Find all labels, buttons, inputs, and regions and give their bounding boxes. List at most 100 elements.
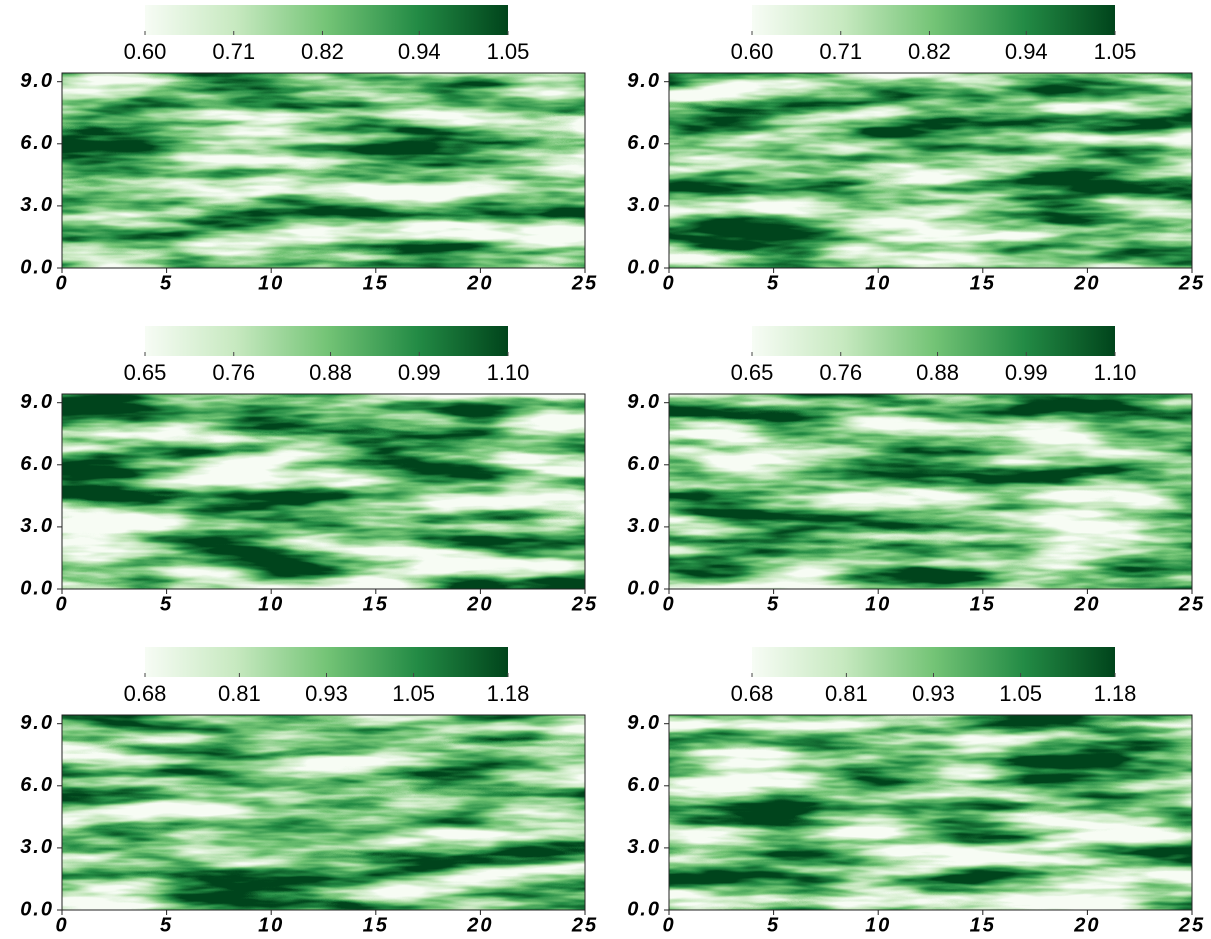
colorbar <box>752 326 1115 356</box>
colorbar-tick-label: 0.76 <box>819 360 862 385</box>
x-tick-label: 5 <box>767 272 780 294</box>
y-tick-label: 3.0 <box>20 194 54 216</box>
colorbar <box>145 5 508 35</box>
colorbar-tick-label: 0.60 <box>124 39 167 64</box>
y-tick-label: 6.0 <box>627 453 661 475</box>
x-tick-label: 10 <box>258 593 284 615</box>
x-tick-label: 10 <box>865 593 891 615</box>
x-tick-label: 10 <box>865 914 891 936</box>
colorbar-tick-label: 0.65 <box>124 360 167 385</box>
field <box>669 73 1192 268</box>
colorbar-tick-label: 1.18 <box>1094 681 1137 706</box>
plot-frame <box>668 714 1193 911</box>
x-tick-label: 0 <box>55 272 68 294</box>
y-tick-label: 3.0 <box>20 836 54 858</box>
y-tick-label: 0.0 <box>627 256 661 278</box>
colorbar-tick-label: 0.68 <box>731 681 774 706</box>
x-tick-label: 5 <box>767 914 780 936</box>
y-tick-label: 6.0 <box>20 453 54 475</box>
x-tick-label: 15 <box>970 914 996 936</box>
plot-frame <box>61 72 586 269</box>
x-tick-label: 5 <box>767 593 780 615</box>
x-tick-label: 15 <box>363 914 389 936</box>
colorbar-tick-label: 0.88 <box>916 360 959 385</box>
colorbar-tick-label: 0.94 <box>1005 39 1048 64</box>
field <box>62 73 585 268</box>
y-tick-label: 3.0 <box>20 515 54 537</box>
x-tick-label: 0 <box>55 593 68 615</box>
x-tick-label: 20 <box>1073 914 1100 936</box>
x-tick-label: 20 <box>1073 593 1100 615</box>
plot-frame <box>61 714 586 911</box>
y-tick-label: 0.0 <box>20 256 54 278</box>
y-tick-label: 0.0 <box>20 577 54 599</box>
y-tick-label: 9.0 <box>20 712 54 734</box>
colorbar-tick-label: 0.82 <box>908 39 951 64</box>
x-tick-label: 0 <box>662 593 675 615</box>
colorbar-tick-label: 0.93 <box>305 681 348 706</box>
x-tick-label: 15 <box>363 272 389 294</box>
colorbar-tick-label: 1.05 <box>1094 39 1137 64</box>
x-tick-label: 25 <box>571 593 598 615</box>
y-tick-label: 3.0 <box>627 194 661 216</box>
field <box>62 394 585 589</box>
y-tick-label: 6.0 <box>627 774 661 796</box>
x-tick-label: 25 <box>1178 914 1205 936</box>
field <box>669 715 1192 910</box>
colorbar-tick-label: 0.81 <box>218 681 261 706</box>
colorbar-tick-label: 0.60 <box>731 39 774 64</box>
y-tick-label: 9.0 <box>20 391 54 413</box>
x-tick-label: 10 <box>258 272 284 294</box>
x-tick-label: 20 <box>466 593 493 615</box>
y-tick-label: 6.0 <box>20 132 54 154</box>
colorbar-tick-label: 0.99 <box>398 360 441 385</box>
x-tick-label: 15 <box>363 593 389 615</box>
colorbar-tick-label: 0.82 <box>301 39 344 64</box>
y-tick-label: 0.0 <box>627 577 661 599</box>
colorbar <box>752 647 1115 677</box>
colorbar-tick-label: 1.18 <box>487 681 530 706</box>
colorbar <box>145 326 508 356</box>
y-tick-label: 3.0 <box>627 515 661 537</box>
x-tick-label: 15 <box>970 593 996 615</box>
colorbar-tick-label: 0.71 <box>212 39 255 64</box>
colorbar-tick-label: 0.76 <box>212 360 255 385</box>
colorbar-tick-label: 0.88 <box>309 360 352 385</box>
y-tick-label: 0.0 <box>627 898 661 920</box>
colorbar-tick-label: 0.71 <box>819 39 862 64</box>
plot-frame <box>61 393 586 590</box>
colorbar-tick-label: 1.05 <box>999 681 1042 706</box>
colorbar-tick-label: 0.99 <box>1005 360 1048 385</box>
y-tick-label: 9.0 <box>627 391 661 413</box>
plot-frame <box>668 72 1193 269</box>
y-tick-label: 0.0 <box>20 898 54 920</box>
colorbar-tick-label: 0.81 <box>825 681 868 706</box>
x-tick-label: 0 <box>662 914 675 936</box>
x-tick-label: 20 <box>466 914 493 936</box>
x-tick-label: 0 <box>662 272 675 294</box>
colorbar-tick-label: 0.94 <box>398 39 441 64</box>
x-tick-label: 5 <box>160 914 173 936</box>
y-tick-label: 9.0 <box>20 70 54 92</box>
x-tick-label: 25 <box>571 914 598 936</box>
colorbar-tick-label: 0.68 <box>124 681 167 706</box>
x-tick-label: 0 <box>55 914 68 936</box>
x-tick-label: 20 <box>1073 272 1100 294</box>
y-tick-label: 6.0 <box>627 132 661 154</box>
x-tick-label: 15 <box>970 272 996 294</box>
colorbar-tick-label: 1.05 <box>487 39 530 64</box>
y-tick-label: 3.0 <box>627 836 661 858</box>
colorbar-tick-label: 1.10 <box>487 360 530 385</box>
field <box>669 394 1192 589</box>
field <box>62 715 585 910</box>
x-tick-label: 20 <box>466 272 493 294</box>
colorbar <box>752 5 1115 35</box>
x-tick-label: 25 <box>571 272 598 294</box>
x-tick-label: 5 <box>160 593 173 615</box>
y-tick-label: 9.0 <box>627 712 661 734</box>
colorbar-tick-label: 0.93 <box>912 681 955 706</box>
y-tick-label: 9.0 <box>627 70 661 92</box>
colorbar-tick-label: 1.05 <box>392 681 435 706</box>
